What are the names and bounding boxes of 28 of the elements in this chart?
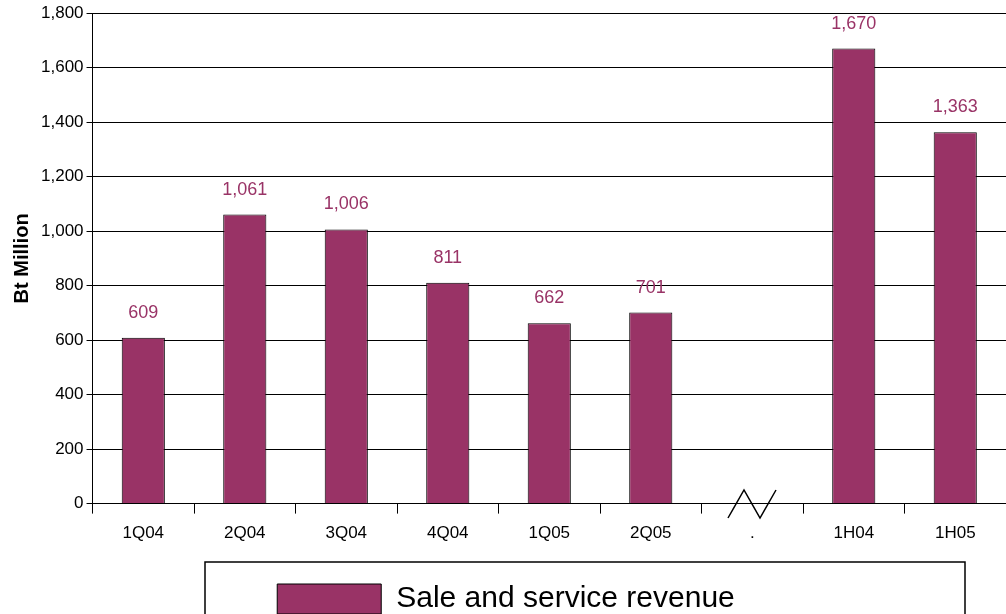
y-tick-label: 600 <box>55 329 84 349</box>
y-tick-label: 1,200 <box>40 166 84 186</box>
x-tick-label: . <box>749 523 755 543</box>
x-tick-label: 2Q04 <box>223 523 266 543</box>
x-tick-label: 4Q04 <box>426 523 469 543</box>
x-tick-label: 1H05 <box>934 523 976 543</box>
x-tick-label: 3Q04 <box>325 523 368 543</box>
y-tick-label: 1,400 <box>40 111 84 131</box>
x-tick-label: 1Q04 <box>122 523 165 543</box>
x-tick-label: 1H04 <box>833 523 875 543</box>
x-tick-label: 1Q05 <box>528 523 571 543</box>
data-label: 1,670 <box>831 12 877 33</box>
y-tick-label: 1,000 <box>40 220 84 240</box>
data-label: 1,363 <box>932 96 978 117</box>
y-tick-label: 0 <box>74 493 84 513</box>
y-tick-label: 1,600 <box>40 57 84 77</box>
data-label: 662 <box>534 287 565 308</box>
x-tick-label: 2Q05 <box>629 523 672 543</box>
y-tick-label: 800 <box>55 275 84 295</box>
y-axis-title: Bt Million <box>9 213 32 304</box>
y-tick-label: 200 <box>55 438 84 458</box>
data-label: 811 <box>433 246 463 267</box>
y-tick-label: 400 <box>55 384 84 404</box>
data-label: 1,006 <box>323 193 369 214</box>
legend-label: Sale and service revenue <box>396 580 735 614</box>
data-label: 609 <box>128 301 159 322</box>
y-tick-label: 1,800 <box>40 2 84 22</box>
data-label: 1,061 <box>222 178 268 199</box>
